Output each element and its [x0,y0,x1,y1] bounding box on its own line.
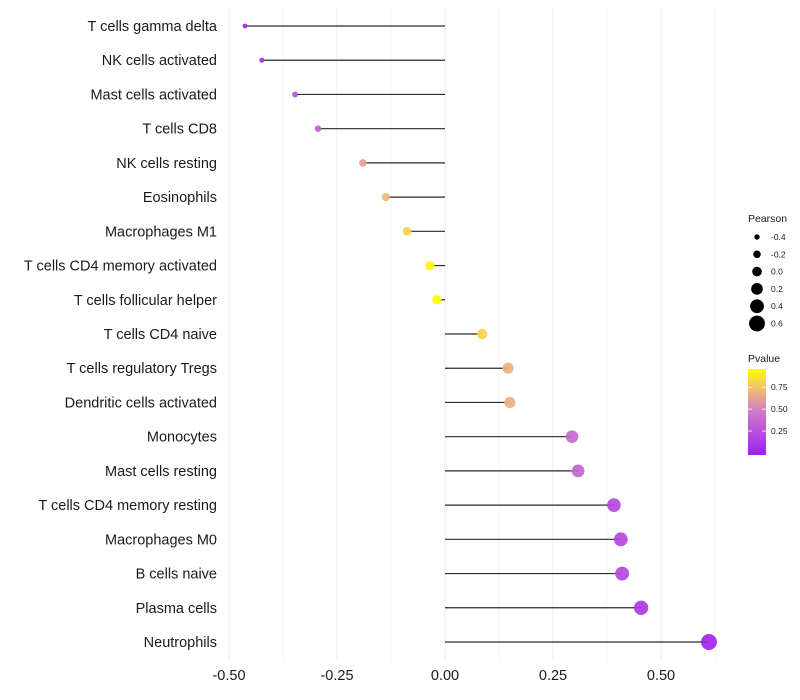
x-tick-label: 0.00 [431,668,459,684]
point [425,260,435,271]
color-legend-title: Pvalue [748,353,780,365]
y-tick-label: T cells CD4 memory resting [38,498,217,514]
point [571,464,585,478]
point [615,566,630,581]
stems [244,25,709,643]
y-tick-label: B cells naive [136,567,217,583]
point [242,23,248,29]
point [259,57,265,63]
size-legend-label: 0.0 [771,267,783,277]
size-legend-label: 0.2 [771,284,783,294]
color-legend-label: 0.75 [771,382,788,392]
y-tick-label: Mast cells activated [90,87,217,103]
size-legend-label: 0.4 [771,301,783,311]
y-tick-label: T cells CD4 naive [104,327,217,343]
size-legend-label: -0.2 [771,249,786,259]
y-tick-label: T cells CD4 memory activated [24,259,217,275]
color-legend: Pvalue 0.25 0.50 0.75 [748,353,788,455]
point [314,125,322,132]
y-tick-label: Monocytes [147,430,217,446]
x-tick-label: 0.25 [539,668,567,684]
y-tick-label: T cells gamma delta [88,19,218,35]
size-legend-key [751,283,763,295]
point [359,159,367,167]
y-tick-label: T cells follicular helper [74,293,217,309]
point [613,532,628,547]
y-tick-label: Macrophages M1 [105,224,217,240]
y-tick-label: Eosinophils [143,190,217,206]
point [700,634,717,650]
size-legend-key [753,250,761,259]
y-tick-label: NK cells activated [102,53,217,69]
y-tick-label: T cells CD8 [142,122,217,138]
y-tick-label: Macrophages M0 [105,532,217,548]
point [502,362,514,374]
point [476,328,488,340]
size-legend-label: 0.6 [771,319,783,329]
size-legend-title: Pearson [748,213,787,225]
size-legend: Pearson -0.4 -0.2 0.0 0.2 0.4 0.6 [748,213,787,332]
y-tick-label: Plasma cells [136,601,217,617]
color-bar [748,369,766,455]
point [432,295,442,305]
size-legend-key [749,315,765,332]
point [607,498,621,512]
x-tick-label: -0.25 [320,668,353,684]
point [565,430,579,443]
point [292,91,299,98]
color-legend-label: 0.50 [771,404,788,414]
size-legend-key [752,266,762,277]
size-legend-label: -0.4 [771,232,786,242]
x-tick-label: 0.50 [647,668,675,684]
x-tick-label: -0.50 [212,668,245,684]
y-axis-labels: T cells gamma delta NK cells activated Mas… [24,19,218,651]
point [504,396,516,409]
y-tick-label: T cells regulatory Tregs [67,361,217,377]
y-tick-label: Mast cells resting [105,464,217,480]
y-tick-label: Neutrophils [144,635,217,651]
y-tick-label: Dendritic cells activated [65,395,217,411]
points [242,23,717,650]
size-legend-key [750,299,764,314]
color-legend-label: 0.25 [771,426,788,436]
point [402,226,412,236]
size-legend-key [754,234,760,240]
point [633,600,649,615]
x-axis-ticks: -0.50 -0.25 0.00 0.25 0.50 [212,668,675,684]
point [381,193,390,202]
y-tick-label: NK cells resting [116,156,217,172]
